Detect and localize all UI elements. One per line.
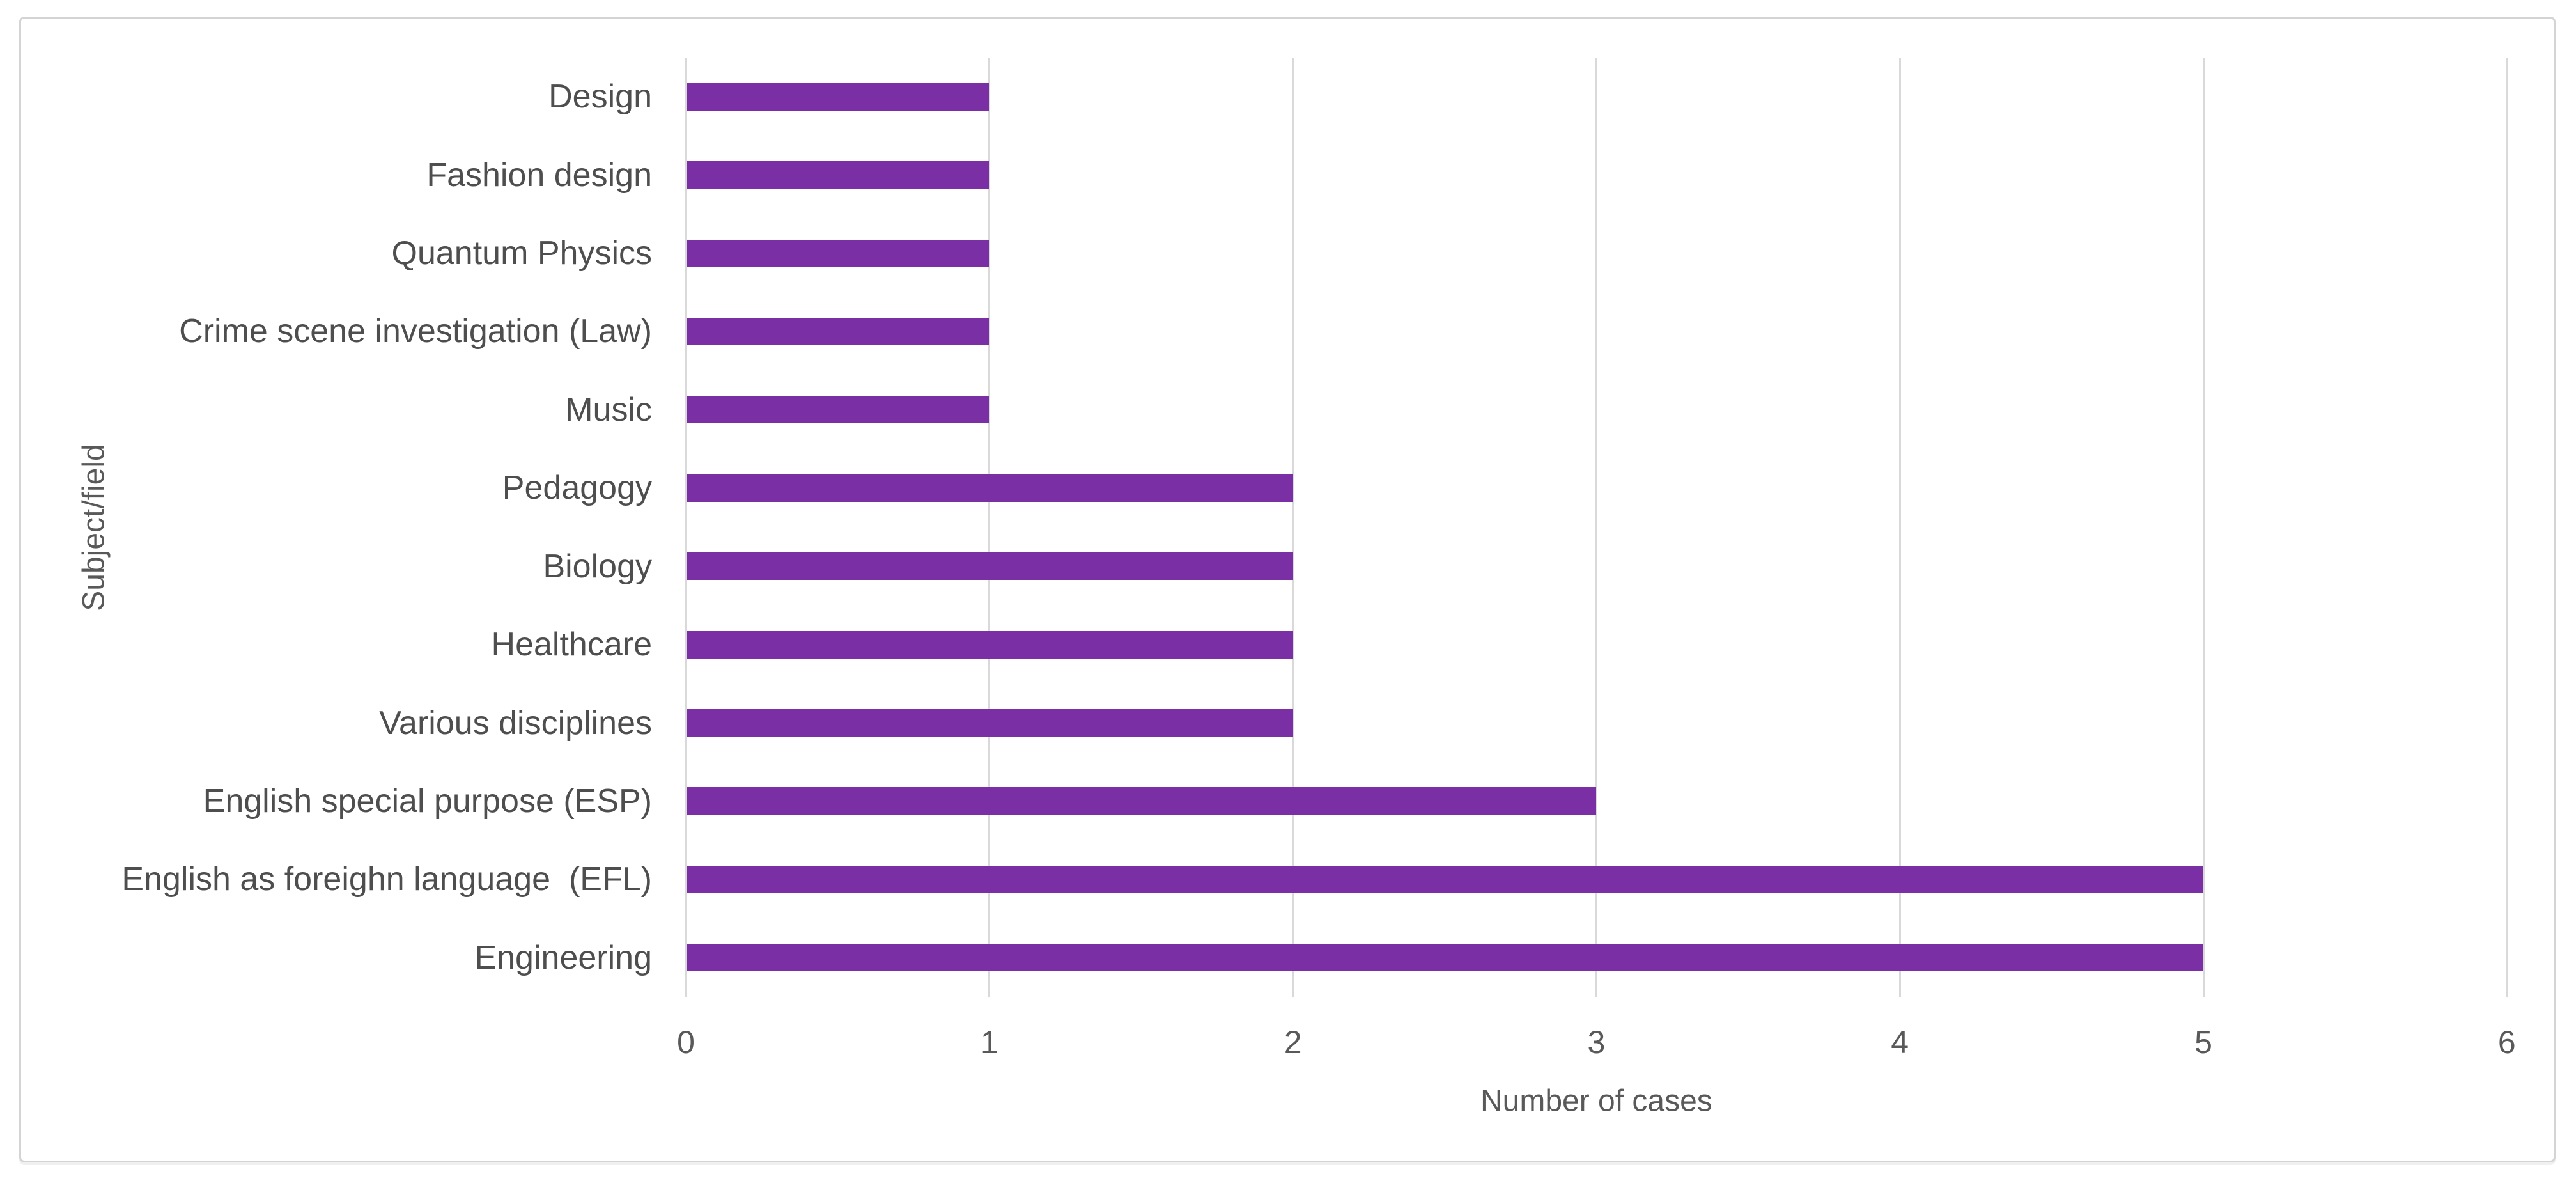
gridline xyxy=(2202,58,2205,997)
category-label-pedagogy: Pedagogy xyxy=(502,469,652,507)
category-label-biology: Biology xyxy=(543,547,652,585)
category-label-engineering: Engineering xyxy=(474,939,652,976)
category-label-fashion-design: Fashion design xyxy=(426,156,652,194)
bar-various-disciplines xyxy=(687,709,1293,737)
gridline xyxy=(1292,58,1294,997)
y-axis-line xyxy=(685,58,687,997)
category-label-quantum-physics: Quantum Physics xyxy=(391,235,653,272)
bar-english-as-foreighn-language-efl xyxy=(687,865,2203,893)
category-label-english-as-foreighn-language-efl: English as foreighn language (EFL) xyxy=(121,861,652,898)
x-tick-label: 5 xyxy=(2194,1024,2212,1060)
bar-crime-scene-investigation-law xyxy=(687,317,989,345)
bar-english-special-purpose-esp xyxy=(687,787,1597,815)
x-axis-title: Number of cases xyxy=(1480,1084,1712,1118)
x-tick-label: 6 xyxy=(2497,1024,2516,1060)
gridline xyxy=(2506,58,2508,997)
bar-biology xyxy=(687,552,1293,581)
bar-healthcare xyxy=(687,630,1293,659)
x-tick-label: 3 xyxy=(1587,1024,1606,1060)
bar-quantum-physics xyxy=(687,239,989,267)
bar-design xyxy=(687,82,989,111)
bar-music xyxy=(687,396,989,424)
category-label-crime-scene-investigation-law: Crime scene investigation (Law) xyxy=(179,313,652,350)
bar-engineering xyxy=(687,944,2203,972)
category-label-various-disciplines: Various disciplines xyxy=(379,704,652,742)
gridline xyxy=(988,58,991,997)
bar-pedagogy xyxy=(687,474,1293,502)
category-label-music: Music xyxy=(565,391,652,428)
x-tick-label: 2 xyxy=(1284,1024,1302,1060)
category-label-english-special-purpose-esp: English special purpose (ESP) xyxy=(203,782,652,820)
bar-fashion-design xyxy=(687,161,989,189)
category-label-design: Design xyxy=(548,78,652,116)
chart-frame xyxy=(19,17,2556,1162)
x-tick-label: 0 xyxy=(677,1024,695,1060)
x-tick-label: 1 xyxy=(980,1024,998,1060)
gridline xyxy=(1898,58,1901,997)
gridline xyxy=(1595,58,1597,997)
category-label-healthcare: Healthcare xyxy=(491,626,652,664)
x-tick-label: 4 xyxy=(1891,1024,1909,1060)
